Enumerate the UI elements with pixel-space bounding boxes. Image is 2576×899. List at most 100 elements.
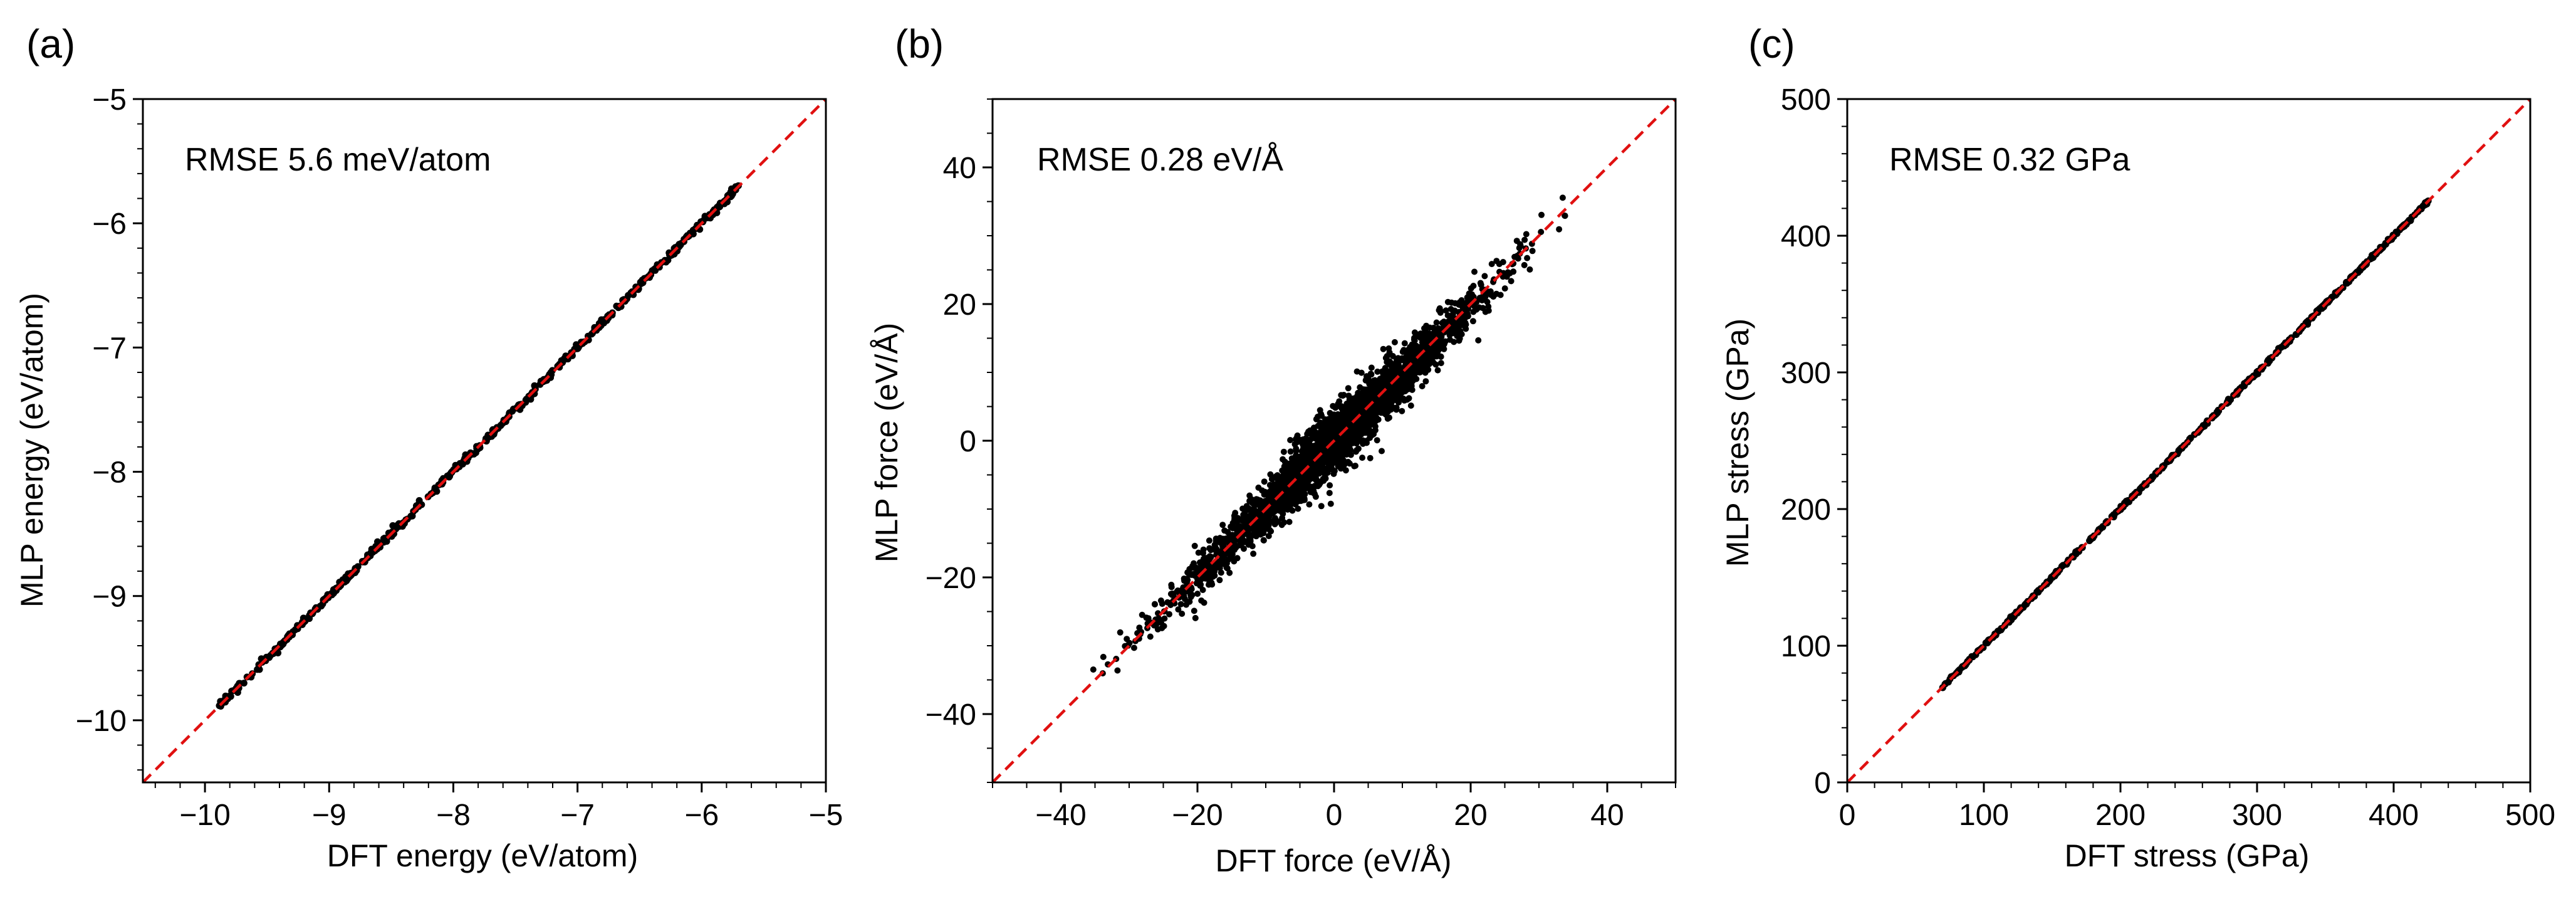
data-point-energy (715, 202, 722, 209)
data-point-force (1229, 550, 1236, 557)
ticks-stress: 0 100 200 300 400 500 0 100 200 300 400 500 (1781, 83, 2555, 832)
y-tick-label-stress: 0 (1814, 767, 1831, 800)
data-point-force (1166, 611, 1172, 618)
data-point-force (1221, 527, 1228, 534)
data-point-force (1326, 490, 1333, 497)
reference-line-energy (142, 98, 827, 784)
data-point-force (1345, 385, 1352, 392)
data-point-force (1330, 470, 1337, 477)
data-point-force (1325, 449, 1332, 456)
data-point-force (1357, 419, 1364, 426)
data-point-force (1452, 328, 1459, 335)
data-point-force (1221, 536, 1228, 543)
y-tick-label-energy: −6 (92, 208, 127, 241)
data-point-force (1386, 414, 1392, 421)
x-tick-label-force: 40 (1590, 799, 1624, 832)
data-point-force (1562, 213, 1568, 219)
x-tick-label-force: −40 (1035, 799, 1086, 832)
data-point-force (1375, 396, 1382, 403)
reference-line-stress (1846, 98, 2532, 784)
data-point-force (1411, 329, 1418, 336)
data-point-force (1372, 427, 1379, 434)
data-point-energy (394, 521, 402, 528)
data-point-force (1384, 359, 1390, 365)
data-point-force (1380, 345, 1387, 352)
data-point-force (1390, 391, 1397, 397)
data-point-force (1315, 460, 1322, 466)
data-point-force (1421, 325, 1427, 332)
data-point-force (1407, 376, 1414, 382)
data-point-force (1524, 255, 1531, 261)
data-point-force (1239, 505, 1246, 512)
data-point-force (1417, 344, 1424, 350)
data-point-force (1206, 537, 1212, 544)
data-point-force (1175, 606, 1182, 613)
data-point-force (1289, 467, 1295, 474)
data-point-force (1211, 542, 1218, 549)
data-point-force (1374, 368, 1381, 375)
data-point-force (1282, 470, 1289, 476)
data-point-force (1501, 285, 1508, 292)
data-point-force (1342, 448, 1349, 455)
data-point-force (1275, 484, 1282, 491)
data-point-force (1526, 266, 1533, 273)
data-point-force (1463, 321, 1469, 328)
data-point-force (1421, 332, 1428, 339)
data-point-force (1379, 448, 1385, 455)
data-point-force (1275, 476, 1281, 483)
data-point-force (1521, 261, 1528, 268)
data-point-force (1188, 571, 1195, 578)
data-point-force (1367, 411, 1373, 418)
plot-frame-energy (142, 98, 827, 784)
data-point-force (1299, 447, 1306, 454)
data-point-force (1169, 590, 1176, 597)
data-point-energy (649, 267, 656, 275)
data-point-force (1401, 340, 1408, 347)
data-point-energy (506, 409, 513, 416)
data-point-force (1294, 432, 1301, 439)
data-point-force (1338, 416, 1345, 423)
data-point-force (1559, 194, 1566, 201)
data-point-force (1186, 565, 1193, 572)
data-point-force (1298, 486, 1305, 493)
data-point-force (1223, 560, 1230, 567)
data-point-force (1374, 437, 1380, 444)
data-point-force (1391, 384, 1398, 391)
data-point-force (1280, 448, 1287, 455)
data-point-energy (727, 188, 734, 196)
data-point-force (1385, 408, 1391, 415)
data-point-force (1517, 243, 1524, 250)
data-point-force (1273, 519, 1280, 526)
data-point-force (1191, 542, 1198, 549)
data-point-force (1194, 591, 1201, 597)
data-point-force (1385, 345, 1392, 352)
data-point-force (1191, 560, 1197, 567)
data-point-force (1367, 428, 1374, 434)
data-point-force (1447, 315, 1454, 322)
data-point-force (1485, 303, 1492, 310)
data-point-force (1426, 324, 1433, 331)
data-point-force (1291, 472, 1298, 479)
data-point-force (1365, 378, 1372, 385)
data-point-force (1343, 404, 1350, 411)
ticks-force: −40 −20 0 20 40 −40 −20 0 20 40 (926, 98, 1676, 832)
x-axis-label-force: DFT force (eV/Å) (1216, 843, 1452, 878)
data-point-force (1437, 360, 1444, 367)
x-tick-label-force: 0 (1326, 799, 1343, 832)
reference-line-force (991, 98, 1677, 784)
data-point-force (1506, 270, 1513, 276)
data-point-force (1441, 318, 1447, 325)
x-tick-label-energy: −7 (560, 799, 595, 832)
data-point-force (1432, 347, 1439, 354)
data-point-force (1464, 312, 1471, 318)
data-point-force (1261, 478, 1268, 485)
data-point-force (1218, 569, 1224, 576)
data-point-force (1409, 386, 1416, 393)
x-tick-label-force: −20 (1172, 799, 1223, 832)
data-point-force (1295, 505, 1301, 512)
data-point-force (1391, 339, 1398, 345)
data-point-force (1508, 278, 1515, 285)
data-point-force (1284, 490, 1291, 497)
data-point-force (1442, 307, 1449, 314)
data-point-force (1335, 401, 1342, 408)
